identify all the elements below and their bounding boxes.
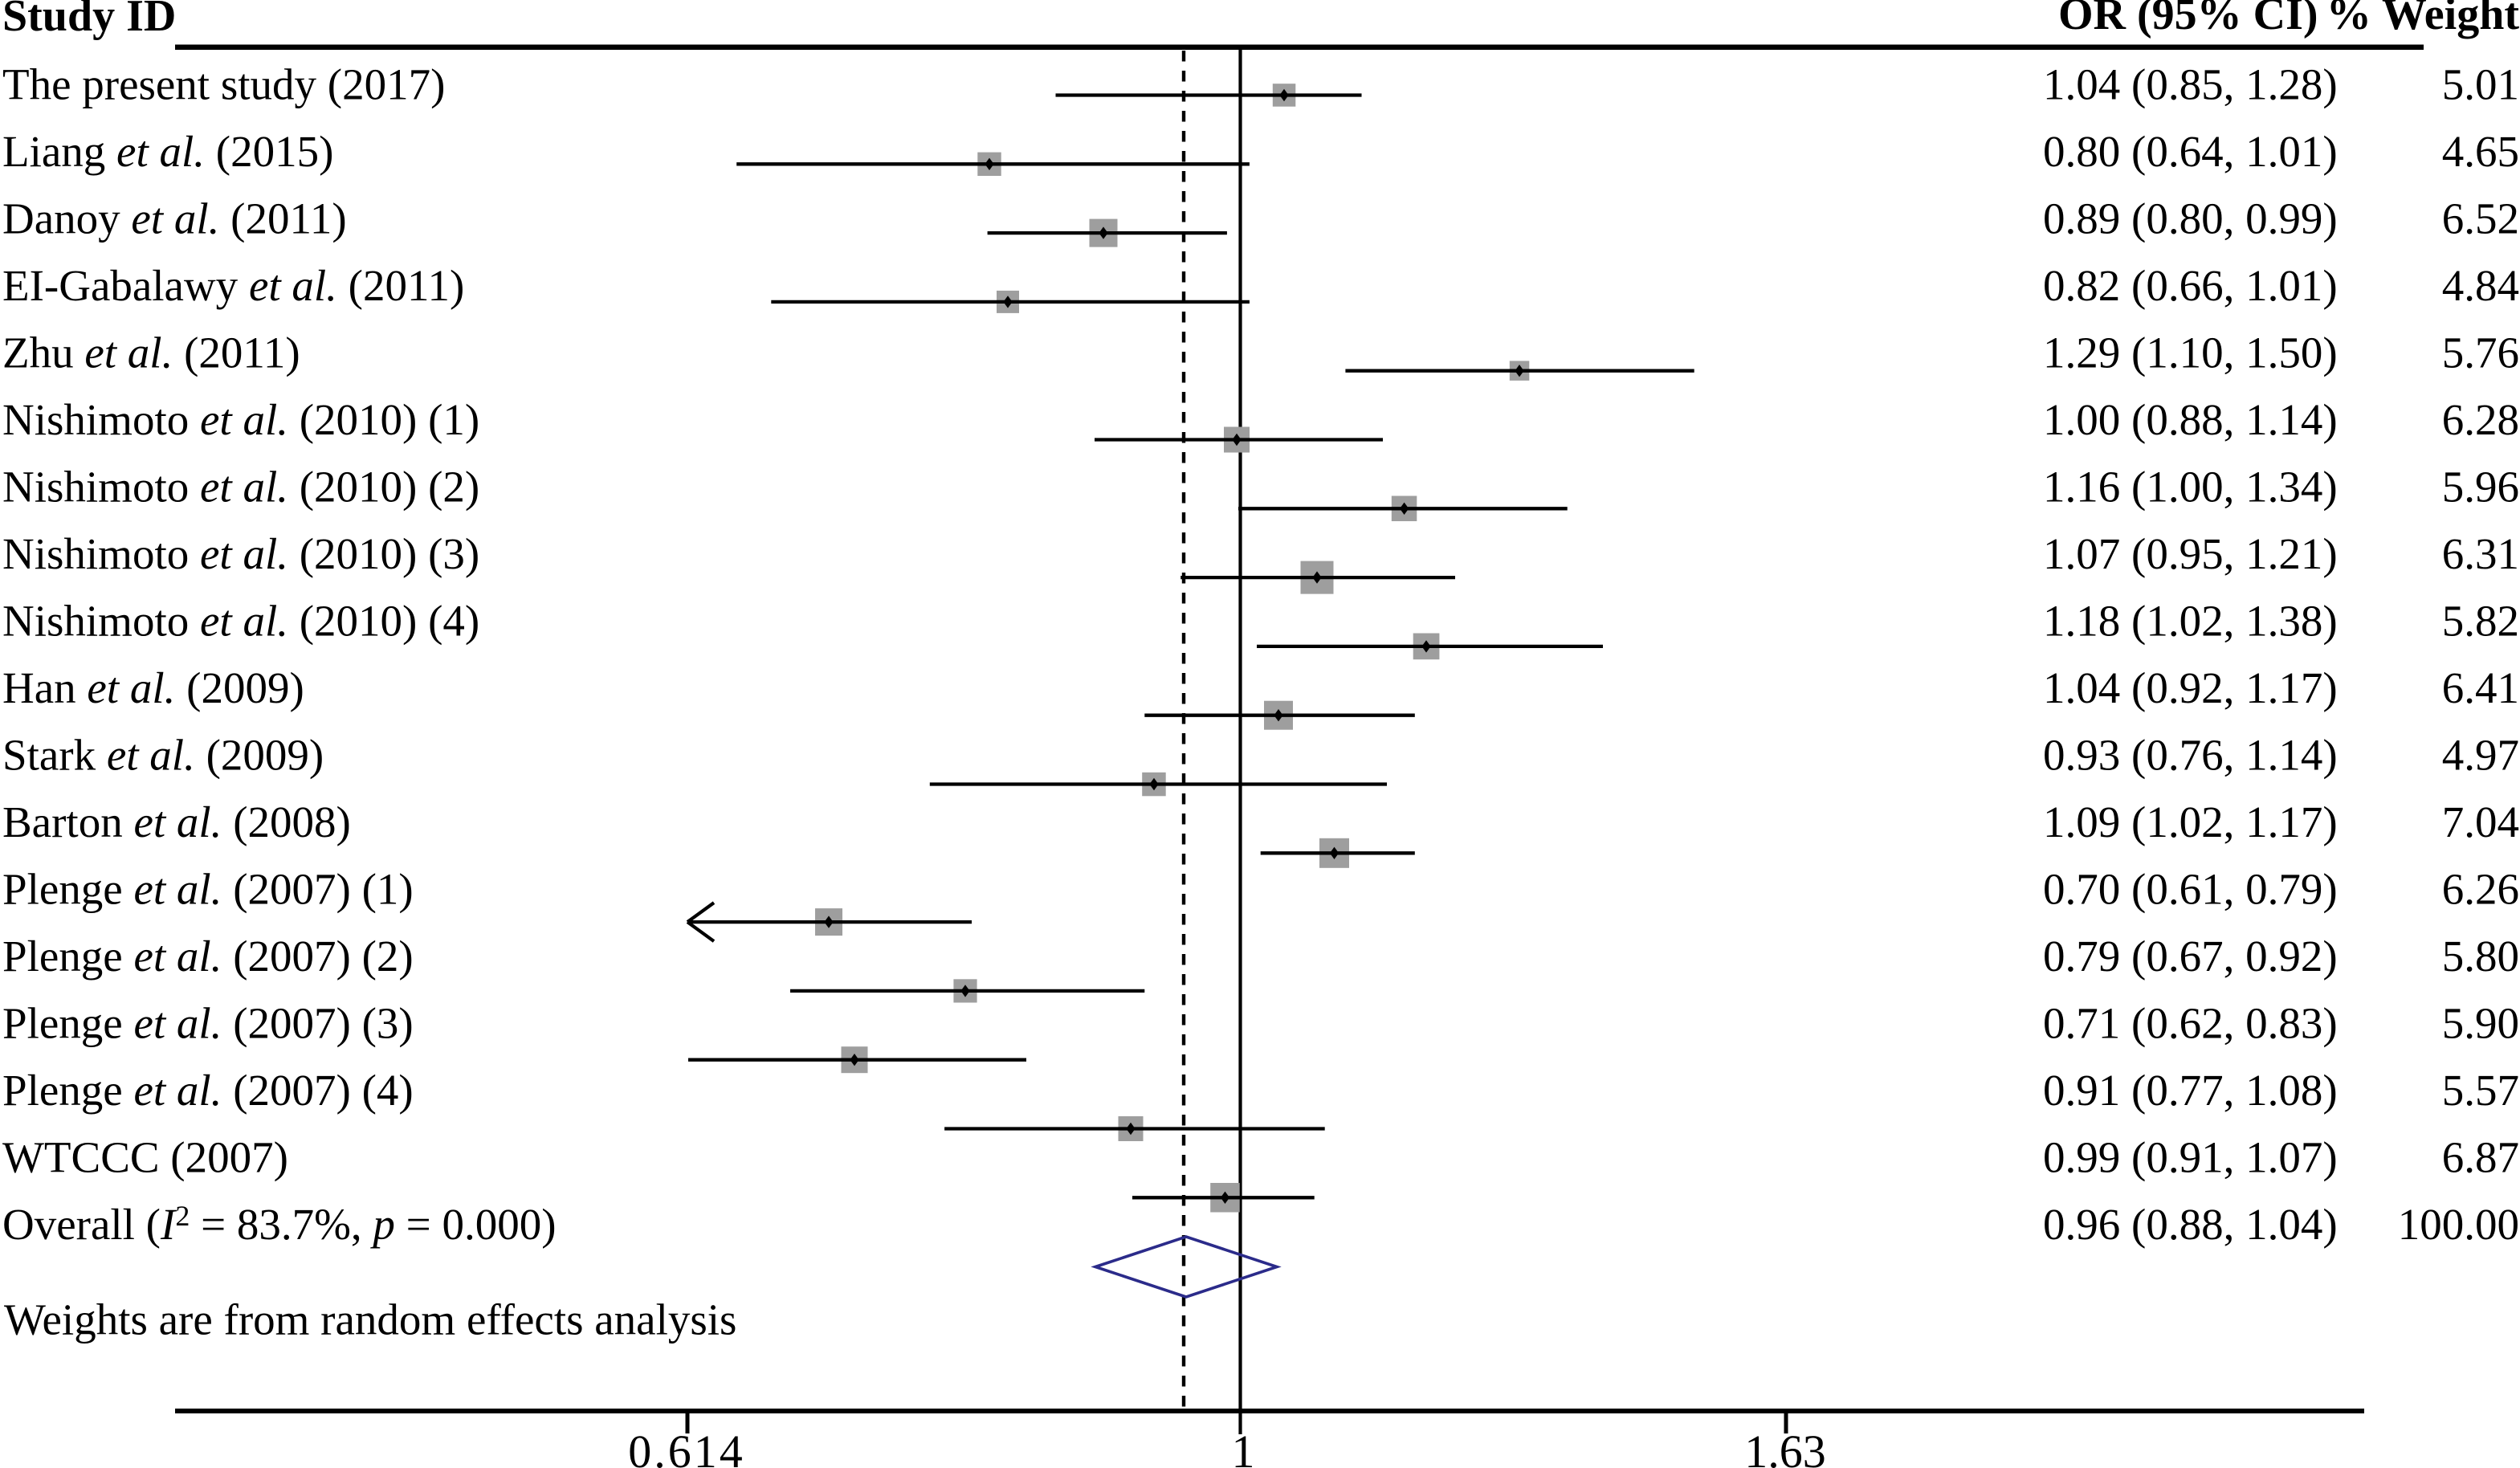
svg-text:1.29 (1.10, 1.50): 1.29 (1.10, 1.50) bbox=[2043, 328, 2338, 377]
svg-text:WTCCC (2007): WTCCC (2007) bbox=[2, 1133, 288, 1182]
svg-text:Overall (I2 = 83.7%, p = 0.000: Overall (I2 = 83.7%, p = 0.000) bbox=[2, 1200, 557, 1249]
svg-text:The present study (2017): The present study (2017) bbox=[2, 60, 445, 109]
svg-text:0.80 (0.64, 1.01): 0.80 (0.64, 1.01) bbox=[2043, 127, 2338, 176]
svg-text:1.18 (1.02, 1.38): 1.18 (1.02, 1.38) bbox=[2043, 597, 2338, 646]
svg-text:0.89 (0.80, 0.99): 0.89 (0.80, 0.99) bbox=[2043, 194, 2338, 243]
svg-text:1.04 (0.85, 1.28): 1.04 (0.85, 1.28) bbox=[2043, 60, 2338, 109]
svg-text:0.79 (0.67, 0.92): 0.79 (0.67, 0.92) bbox=[2043, 932, 2338, 981]
svg-text:Danoy et al. (2011): Danoy et al. (2011) bbox=[2, 194, 347, 243]
svg-text:6.31: 6.31 bbox=[2442, 529, 2519, 578]
svg-text:Plenge et al. (2007) (2): Plenge et al. (2007) (2) bbox=[2, 932, 414, 981]
svg-text:Nishimoto et al. (2010) (4): Nishimoto et al. (2010) (4) bbox=[2, 597, 479, 646]
svg-text:6.41: 6.41 bbox=[2442, 663, 2519, 712]
svg-text:4.84: 4.84 bbox=[2442, 261, 2519, 310]
svg-text:6.87: 6.87 bbox=[2442, 1133, 2519, 1182]
svg-text:0.70 (0.61, 0.79): 0.70 (0.61, 0.79) bbox=[2043, 865, 2338, 914]
svg-text:0.99 (0.91, 1.07): 0.99 (0.91, 1.07) bbox=[2043, 1133, 2338, 1182]
svg-text:Han et al. (2009): Han et al. (2009) bbox=[2, 663, 304, 712]
svg-text:0.93 (0.76, 1.14): 0.93 (0.76, 1.14) bbox=[2043, 731, 2338, 780]
svg-text:4.65: 4.65 bbox=[2442, 127, 2519, 176]
svg-text:Plenge et al. (2007) (1): Plenge et al. (2007) (1) bbox=[2, 865, 414, 914]
svg-text:6.28: 6.28 bbox=[2442, 395, 2519, 444]
svg-text:5.01: 5.01 bbox=[2442, 60, 2519, 109]
svg-text:OR (95% CI): OR (95% CI) bbox=[2058, 0, 2318, 39]
svg-text:100.00: 100.00 bbox=[2398, 1200, 2519, 1249]
svg-text:5.96: 5.96 bbox=[2442, 463, 2519, 512]
svg-text:5.90: 5.90 bbox=[2442, 999, 2519, 1048]
svg-text:5.76: 5.76 bbox=[2442, 328, 2519, 377]
svg-text:1.00 (0.88, 1.14): 1.00 (0.88, 1.14) bbox=[2043, 395, 2338, 444]
svg-text:4.97: 4.97 bbox=[2442, 731, 2519, 780]
svg-text:6.26: 6.26 bbox=[2442, 865, 2519, 914]
svg-text:EI-Gabalawy et al. (2011): EI-Gabalawy et al. (2011) bbox=[2, 261, 464, 310]
svg-text:Weights are from random effect: Weights are from random effects analysis bbox=[4, 1295, 736, 1344]
svg-text:Nishimoto et al. (2010) (2): Nishimoto et al. (2010) (2) bbox=[2, 463, 479, 512]
svg-text:1.07 (0.95, 1.21): 1.07 (0.95, 1.21) bbox=[2043, 529, 2338, 578]
svg-text:Stark et al. (2009): Stark et al. (2009) bbox=[2, 731, 324, 780]
svg-text:1: 1 bbox=[1232, 1425, 1255, 1468]
svg-text:Study ID: Study ID bbox=[2, 0, 176, 41]
svg-text:% Weight: % Weight bbox=[2326, 0, 2519, 39]
svg-text:0.614: 0.614 bbox=[628, 1425, 745, 1468]
svg-text:6.52: 6.52 bbox=[2442, 194, 2519, 243]
svg-text:1.09 (1.02, 1.17): 1.09 (1.02, 1.17) bbox=[2043, 797, 2338, 846]
svg-text:Zhu et al. (2011): Zhu et al. (2011) bbox=[2, 328, 300, 377]
svg-text:Plenge et al. (2007) (4): Plenge et al. (2007) (4) bbox=[2, 1066, 414, 1115]
svg-text:1.04 (0.92, 1.17): 1.04 (0.92, 1.17) bbox=[2043, 663, 2338, 712]
svg-text:Plenge et al. (2007) (3): Plenge et al. (2007) (3) bbox=[2, 999, 414, 1048]
svg-text:1.16 (1.00, 1.34): 1.16 (1.00, 1.34) bbox=[2043, 463, 2338, 512]
svg-text:0.71 (0.62, 0.83): 0.71 (0.62, 0.83) bbox=[2043, 999, 2338, 1048]
svg-text:5.82: 5.82 bbox=[2442, 597, 2519, 646]
svg-text:5.80: 5.80 bbox=[2442, 932, 2519, 981]
svg-text:Nishimoto et al. (2010) (3): Nishimoto et al. (2010) (3) bbox=[2, 529, 479, 578]
svg-text:Liang et al. (2015): Liang et al. (2015) bbox=[2, 127, 333, 176]
svg-text:0.82 (0.66, 1.01): 0.82 (0.66, 1.01) bbox=[2043, 261, 2338, 310]
svg-text:0.91 (0.77, 1.08): 0.91 (0.77, 1.08) bbox=[2043, 1066, 2338, 1115]
svg-text:1.63: 1.63 bbox=[1744, 1425, 1826, 1468]
svg-text:7.04: 7.04 bbox=[2442, 797, 2519, 846]
svg-text:Barton et al. (2008): Barton et al. (2008) bbox=[2, 797, 351, 846]
svg-text:Nishimoto et al. (2010) (1): Nishimoto et al. (2010) (1) bbox=[2, 395, 479, 444]
svg-text:0.96 (0.88, 1.04): 0.96 (0.88, 1.04) bbox=[2043, 1200, 2338, 1249]
svg-text:5.57: 5.57 bbox=[2442, 1066, 2519, 1115]
